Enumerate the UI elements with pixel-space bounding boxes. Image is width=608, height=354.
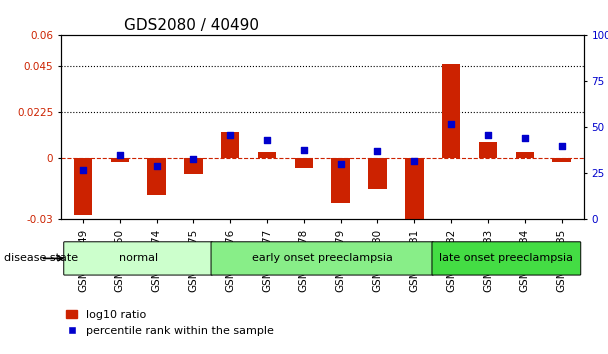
Text: early onset preeclampsia: early onset preeclampsia <box>252 253 393 263</box>
Text: normal: normal <box>119 253 157 263</box>
Bar <box>74 158 92 215</box>
Point <box>262 137 272 143</box>
Bar <box>516 152 534 158</box>
Bar <box>295 158 313 169</box>
Bar <box>478 142 497 158</box>
Point <box>336 161 345 167</box>
Point <box>115 152 125 158</box>
Point <box>483 132 493 138</box>
Point <box>151 163 161 169</box>
Text: disease state: disease state <box>4 253 78 263</box>
Point <box>446 121 456 127</box>
FancyBboxPatch shape <box>211 242 434 275</box>
Point <box>299 147 309 152</box>
Text: GDS2080 / 40490: GDS2080 / 40490 <box>123 18 258 33</box>
Legend: log10 ratio, percentile rank within the sample: log10 ratio, percentile rank within the … <box>66 310 274 336</box>
Point <box>520 136 530 141</box>
Point <box>78 167 88 173</box>
Bar <box>258 152 276 158</box>
Bar <box>221 132 240 158</box>
FancyBboxPatch shape <box>64 242 213 275</box>
Bar <box>442 64 460 158</box>
Point <box>188 156 198 161</box>
Point <box>226 132 235 138</box>
Bar <box>147 158 166 195</box>
Bar <box>553 158 571 162</box>
Bar <box>368 158 387 189</box>
Point <box>557 143 567 149</box>
Text: late onset preeclampsia: late onset preeclampsia <box>440 253 573 263</box>
Bar <box>111 158 129 162</box>
Bar <box>405 158 424 225</box>
FancyBboxPatch shape <box>432 242 581 275</box>
Point <box>409 158 419 164</box>
Bar <box>184 158 202 175</box>
Point <box>373 149 382 154</box>
Bar <box>331 158 350 203</box>
